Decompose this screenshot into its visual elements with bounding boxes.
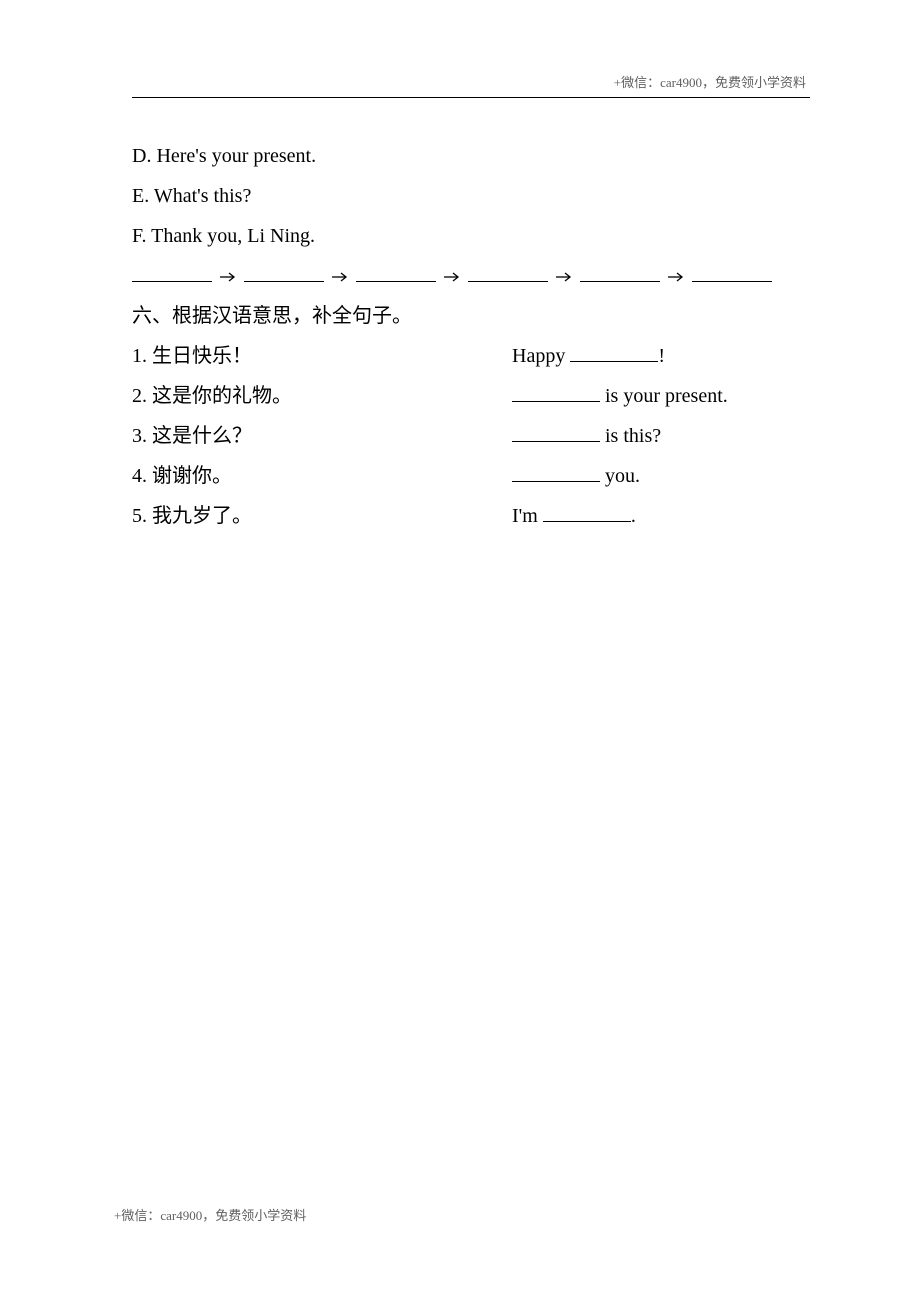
fill-blank [512, 382, 600, 402]
sequence-blank [244, 262, 324, 282]
item-en-post: is your present. [600, 385, 728, 407]
section-6-item: 2. 这是你的礼物。 is your present. [132, 376, 810, 416]
section-6-item: 5. 我九岁了。 I'm . [132, 496, 810, 536]
page-footer-text: +微信：car4900，免费领小学资料 [114, 1205, 306, 1224]
item-chinese: 我九岁了。 [152, 505, 252, 527]
fill-blank [512, 462, 600, 482]
sequence-blank [692, 262, 772, 282]
item-number: 3. [132, 425, 147, 447]
section-6-title: 六、根据汉语意思，补全句子。 [132, 296, 810, 336]
item-en-post: . [631, 505, 636, 527]
item-number: 2. [132, 385, 147, 407]
fill-blank [543, 502, 631, 522]
item-en-post: you. [600, 465, 640, 487]
page-header-text: +微信：car4900，免费领小学资料 [132, 72, 810, 97]
sequence-blank [580, 262, 660, 282]
item-chinese: 这是什么？ [152, 425, 252, 447]
content-body: D. Here's your present. E. What's this? … [132, 136, 810, 536]
arrow-right-icon [555, 272, 573, 282]
option-e: E. What's this? [132, 176, 810, 216]
item-chinese: 生日快乐！ [152, 345, 252, 367]
item-number: 1. [132, 345, 147, 367]
sequence-blank [356, 262, 436, 282]
section-6-item: 1. 生日快乐！ Happy ! [132, 336, 810, 376]
section-6-item: 4. 谢谢你。 you. [132, 456, 810, 496]
page: +微信：car4900，免费领小学资料 D. Here's your prese… [0, 0, 920, 536]
option-d: D. Here's your present. [132, 136, 810, 176]
fill-blank [570, 342, 658, 362]
sequence-blanks-row [132, 256, 810, 296]
section-6-item: 3. 这是什么？ is this? [132, 416, 810, 456]
fill-blank [512, 422, 600, 442]
arrow-right-icon [443, 272, 461, 282]
item-en-pre: Happy [512, 345, 570, 367]
option-f: F. Thank you, Li Ning. [132, 216, 810, 256]
header-rule [132, 97, 810, 98]
sequence-blank [468, 262, 548, 282]
item-chinese: 这是你的礼物。 [152, 385, 292, 407]
arrow-right-icon [667, 272, 685, 282]
item-en-post: ! [658, 345, 665, 367]
item-chinese: 谢谢你。 [152, 465, 232, 487]
item-number: 5. [132, 505, 147, 527]
sequence-blank [132, 262, 212, 282]
arrow-right-icon [219, 272, 237, 282]
item-number: 4. [132, 465, 147, 487]
item-en-post: is this? [600, 425, 661, 447]
arrow-right-icon [331, 272, 349, 282]
item-en-pre: I'm [512, 505, 543, 527]
